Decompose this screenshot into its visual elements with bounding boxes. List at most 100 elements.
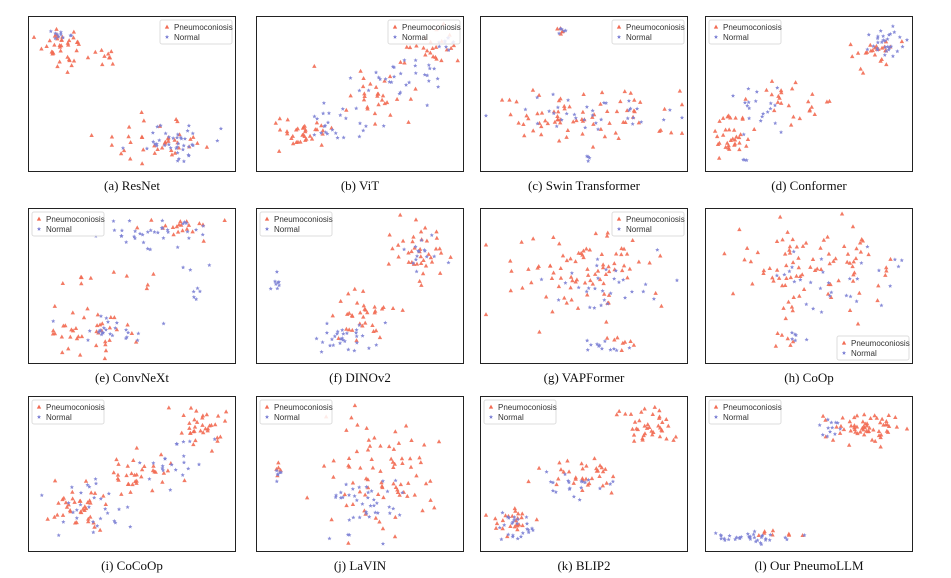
normal-point — [571, 494, 577, 499]
pneumoconiosis-point — [387, 232, 392, 237]
pneumoconiosis-point — [516, 120, 521, 125]
normal-point — [787, 269, 792, 274]
pneumoconiosis-point — [778, 88, 784, 93]
pneumoconiosis-point — [66, 42, 71, 47]
pneumoconiosis-point — [592, 271, 598, 276]
caption-i: (i) CoCoOp — [101, 558, 163, 573]
pneumoconiosis-point — [794, 273, 799, 278]
pneumoconiosis-point — [372, 121, 378, 126]
pneumoconiosis-point — [726, 127, 732, 132]
normal-point — [855, 276, 860, 281]
pneumoconiosis-point — [103, 501, 108, 506]
pneumoconiosis-point — [622, 89, 627, 94]
pneumoconiosis-point — [119, 491, 124, 496]
pneumoconiosis-point — [852, 423, 857, 428]
normal-point — [782, 272, 787, 277]
normal-point — [727, 533, 732, 538]
legend-pneumoconiosis-marker — [164, 24, 170, 29]
pneumoconiosis-point — [413, 217, 419, 222]
pneumoconiosis-point — [139, 109, 144, 114]
normal-point — [818, 286, 823, 291]
legend-normal-marker — [36, 226, 42, 231]
normal-point — [354, 334, 359, 339]
pneumoconiosis-point — [500, 526, 505, 531]
pneumoconiosis-point — [201, 430, 206, 435]
normal-point — [312, 132, 317, 137]
normal-point — [573, 115, 578, 120]
pneumoconiosis-point — [720, 115, 726, 120]
normal-point — [393, 478, 398, 483]
pneumoconiosis-point — [859, 237, 864, 242]
pneumoconiosis-point — [134, 472, 139, 477]
normal-point — [775, 85, 780, 90]
normal-point — [166, 142, 171, 147]
pneumoconiosis-point — [600, 469, 606, 474]
pneumoconiosis-point — [390, 306, 396, 311]
pneumoconiosis-point — [590, 114, 595, 119]
pneumoconiosis-point — [409, 437, 414, 442]
pneumoconiosis-point — [827, 261, 832, 266]
legend-box — [836, 335, 910, 361]
normal-point — [185, 229, 190, 234]
pneumoconiosis-point — [372, 435, 377, 440]
pneumoconiosis-point — [222, 418, 228, 423]
normal-point — [274, 479, 279, 484]
pneumoconiosis-point — [558, 265, 563, 270]
normal-point — [151, 460, 156, 465]
normal-point — [182, 136, 188, 141]
normal-point — [848, 294, 853, 299]
normal-point — [887, 45, 892, 50]
pneumoconiosis-point — [556, 138, 562, 143]
normal-point — [104, 315, 109, 320]
pneumoconiosis-point — [348, 93, 353, 98]
normal-point — [360, 333, 365, 338]
pneumoconiosis-point — [886, 412, 891, 417]
pneumoconiosis-point — [319, 123, 324, 128]
pneumoconiosis-point — [750, 281, 755, 286]
pneumoconiosis-point — [884, 265, 889, 270]
pneumoconiosis-point — [543, 294, 549, 299]
pneumoconiosis-point — [88, 490, 94, 495]
pneumoconiosis-point — [803, 240, 809, 245]
normal-point — [564, 111, 569, 116]
normal-point — [890, 24, 895, 29]
pneumoconiosis-point — [175, 229, 181, 234]
pneumoconiosis-point — [585, 272, 591, 277]
pneumoconiosis-point — [121, 148, 127, 153]
normal-point — [268, 286, 273, 291]
normal-point — [397, 91, 402, 96]
pneumoconiosis-point — [114, 327, 120, 332]
normal-point — [218, 126, 224, 131]
normal-point — [119, 233, 124, 238]
caption-f: (f) DINOv2 — [329, 370, 391, 385]
pneumoconiosis-point — [806, 99, 811, 104]
pneumoconiosis-point — [169, 152, 175, 157]
pneumoconiosis-point — [769, 92, 774, 97]
pneumoconiosis-point — [106, 51, 111, 56]
normal-point — [175, 150, 180, 155]
normal-point — [320, 340, 325, 345]
pneumoconiosis-point — [800, 272, 805, 277]
normal-point — [374, 500, 379, 505]
pneumoconiosis-point — [592, 456, 597, 461]
pneumoconiosis-point — [846, 442, 852, 447]
normal-point — [569, 270, 575, 275]
normal-point — [366, 88, 371, 93]
pneumoconiosis-point — [411, 234, 416, 239]
normal-point — [195, 286, 200, 291]
pneumoconiosis-point — [526, 266, 531, 271]
pneumoconiosis-point — [852, 415, 857, 420]
pneumoconiosis-point — [526, 479, 531, 484]
pneumoconiosis-point — [512, 524, 518, 529]
pneumoconiosis-point — [609, 490, 614, 495]
normal-point — [368, 503, 373, 508]
pneumoconiosis-point — [338, 298, 343, 303]
pneumoconiosis-point — [621, 119, 626, 124]
normal-point — [340, 495, 345, 500]
pneumoconiosis-point — [72, 499, 77, 504]
normal-point — [338, 113, 343, 118]
normal-point — [586, 158, 591, 163]
pneumoconiosis-point — [551, 109, 557, 114]
normal-point — [500, 510, 505, 515]
